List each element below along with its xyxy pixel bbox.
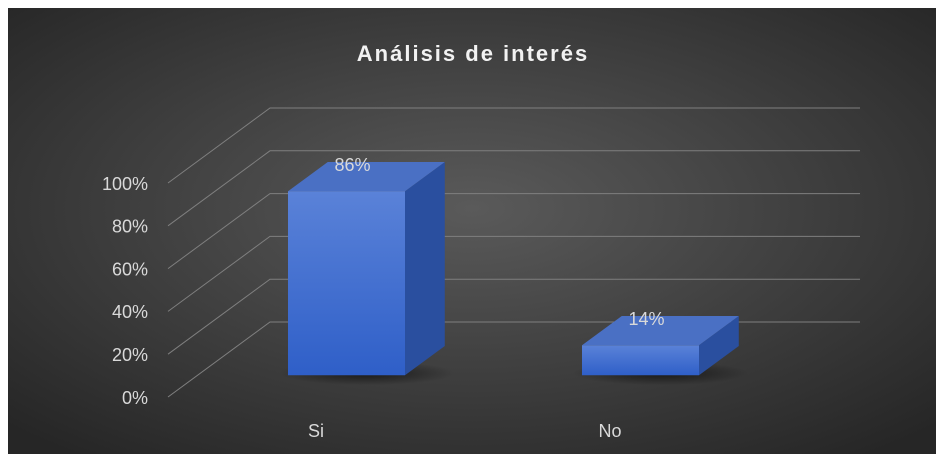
bar-side [405, 161, 445, 376]
x-tick-label: Si [308, 421, 324, 441]
grid-line [167, 193, 860, 270]
bar-top [582, 316, 739, 346]
grid-line [167, 235, 860, 312]
y-tick-label: 60% [112, 259, 148, 279]
y-tick-label: 100% [102, 174, 148, 194]
data-label: 14% [628, 309, 664, 329]
y-tick-label: 80% [112, 217, 148, 237]
data-label: 86% [334, 155, 370, 175]
chart-background [8, 8, 936, 454]
x-tick-label: No [598, 421, 621, 441]
bar [582, 345, 699, 376]
bar-side [699, 316, 739, 376]
bar-top [288, 161, 445, 192]
grid-line [167, 107, 860, 184]
grid-line [167, 278, 860, 355]
y-tick-label: 0% [122, 388, 148, 408]
bar [288, 191, 405, 376]
grid-line [167, 150, 860, 227]
chart-title: Análisis de interés [357, 41, 589, 66]
y-tick-label: 20% [112, 345, 148, 365]
y-tick-label: 40% [112, 302, 148, 322]
